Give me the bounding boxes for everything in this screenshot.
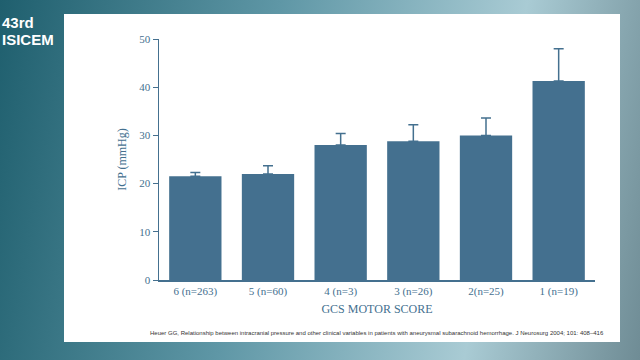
- svg-text:40: 40: [139, 81, 151, 93]
- svg-text:GCS MOTOR SCORE: GCS MOTOR SCORE: [321, 302, 432, 316]
- html-text:43rd ISICEM: 43rd ISICEM: [2, 14, 54, 48]
- svg-text:30: 30: [139, 129, 151, 141]
- svg-text:4 (n=3): 4 (n=3): [324, 285, 357, 298]
- svg-text:50: 50: [139, 33, 151, 45]
- svg-text:1 (n=19): 1 (n=19): [540, 285, 579, 298]
- svg-text:20: 20: [139, 177, 151, 189]
- svg-text:5 (n=60): 5 (n=60): [249, 285, 288, 298]
- svg-text:Heuer GG, Relationship between: Heuer GG, Relationship between intracran…: [150, 330, 604, 336]
- svg-text:2(n=25): 2(n=25): [468, 285, 504, 298]
- svg-text:10: 10: [139, 226, 151, 238]
- svg-text:0: 0: [145, 274, 151, 286]
- svg-text:6 (n=263): 6 (n=263): [173, 285, 217, 298]
- svg-text:ICP (mmHg): ICP (mmHg): [115, 128, 129, 191]
- svg-text:3 (n=26): 3 (n=26): [394, 285, 433, 298]
